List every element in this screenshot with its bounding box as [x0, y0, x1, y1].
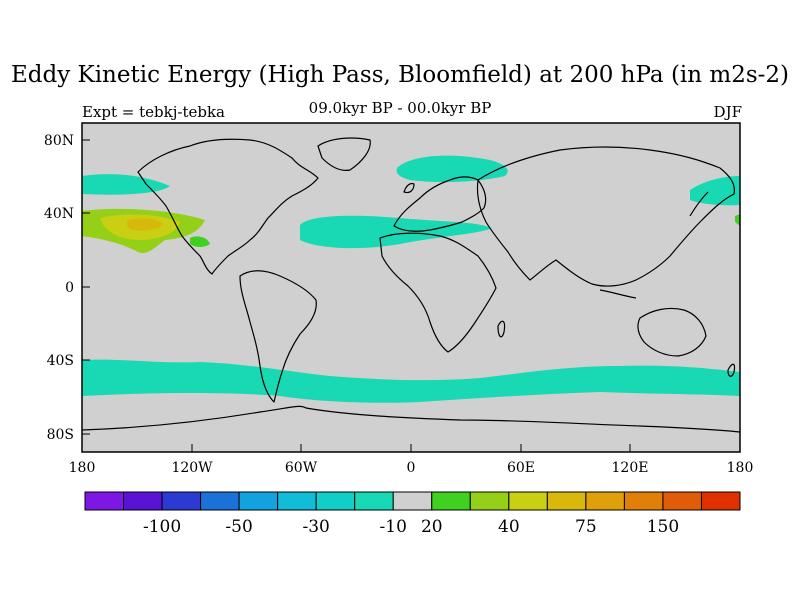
new-zealand-outline: [727, 363, 736, 377]
lon-label-120w: 120W: [171, 460, 213, 476]
lon-label-180w: 180: [69, 460, 96, 476]
scandinavia-band: [396, 155, 508, 183]
north-pacific-orange-core: [126, 218, 163, 231]
colorbar-swatch: [623, 491, 664, 511]
lat-label-80n: 80N: [44, 133, 74, 149]
colorbar: [84, 491, 741, 511]
colorbar-swatch: [700, 491, 741, 511]
colorbar-swatch: [585, 491, 625, 511]
colorbar-swatch: [392, 491, 433, 511]
colorbar-swatch: [662, 491, 702, 511]
north-atlantic-band: [300, 215, 492, 249]
africa-outline: [379, 232, 497, 353]
lat-label-0: 0: [65, 280, 74, 296]
period-label: 09.0kyr BP - 00.0kyr BP: [308, 99, 492, 117]
madagascar-outline: [497, 320, 506, 338]
colorbar-label: -100: [143, 517, 181, 537]
colorbar-label: 40: [498, 517, 520, 537]
south-america-outline: [239, 270, 317, 403]
colorbar-swatch: [161, 491, 202, 511]
colorbar-swatch: [508, 491, 548, 511]
lon-label-180e: 180: [727, 460, 754, 476]
lon-label-60e: 60E: [507, 460, 535, 476]
latitude-axis: [82, 139, 90, 435]
colorbar-label: -50: [225, 517, 252, 537]
lat-label-80s: 80S: [47, 427, 74, 443]
north-pacific-teal-region: [82, 174, 170, 195]
east-edge-green: [735, 214, 740, 226]
lon-label-60w: 60W: [285, 460, 318, 476]
lat-label-40n: 40N: [44, 206, 74, 222]
colorbar-label: -10: [380, 517, 407, 537]
colorbar-swatch: [200, 491, 240, 511]
australia-outline: [637, 307, 707, 357]
southern-ocean-band: [82, 359, 740, 403]
colorbar-swatch: [431, 491, 471, 511]
lat-label-40s: 40S: [47, 353, 74, 369]
lon-label-120e: 120E: [612, 460, 649, 476]
season-label: DJF: [713, 103, 742, 121]
antarctica-outline: [81, 405, 741, 433]
colorbar-swatch: [469, 491, 510, 511]
north-pacific-edge-green: [190, 236, 210, 247]
japan-outline: [689, 191, 709, 217]
colorbar-labels: -100 -50 -30 -10 20 40 75 150: [143, 517, 679, 537]
colorbar-swatch: [546, 491, 587, 511]
europe-outline: [393, 176, 487, 232]
colorbar-swatch: [354, 491, 394, 511]
indonesia-outline: [599, 289, 637, 299]
colorbar-swatch: [277, 491, 317, 511]
colorbar-label: 75: [575, 517, 597, 537]
colorbar-label: -30: [302, 517, 329, 537]
north-america-outline: [137, 138, 319, 275]
plot-title: Eddy Kinetic Energy (High Pass, Bloomfie…: [10, 62, 790, 88]
colorbar-swatch: [315, 491, 356, 511]
experiment-label: Expt = tebkj-tebka: [82, 103, 225, 121]
colorbar-label: 150: [647, 517, 679, 537]
uk-outline: [403, 182, 415, 194]
coastlines: [81, 137, 741, 433]
colorbar-swatch: [84, 491, 125, 511]
longitude-axis: [81, 444, 741, 452]
lon-label-0: 0: [407, 460, 416, 476]
greenland-outline: [317, 137, 371, 171]
colorbar-label: 20: [421, 517, 443, 537]
colorbar-swatch: [238, 491, 279, 511]
asia-outline: [476, 146, 735, 287]
colorbar-swatch: [123, 491, 163, 511]
